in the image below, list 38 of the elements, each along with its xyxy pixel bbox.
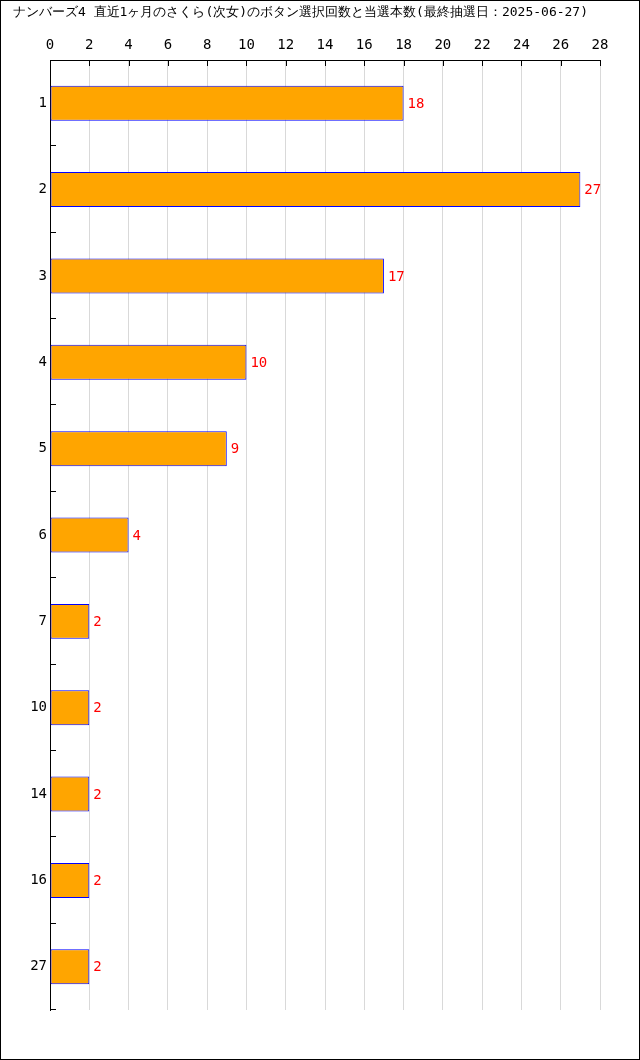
data-label: 2 bbox=[93, 699, 102, 716]
x-tick-label: 14 bbox=[316, 36, 334, 53]
y-tick-label: 4 bbox=[38, 352, 47, 369]
y-tick-label: 1 bbox=[38, 93, 47, 110]
data-label: 9 bbox=[230, 440, 240, 457]
chart-title: ナンバーズ4 直近1ヶ月のさくら(次女)のボタン選択回数と当選本数(最終抽選日：2025-06-27) bbox=[12, 4, 589, 20]
x-tick-label: 28 bbox=[591, 36, 609, 53]
x-tick-label: 24 bbox=[513, 36, 530, 53]
data-label: 4 bbox=[132, 526, 142, 543]
x-tick-label: 0 bbox=[45, 36, 55, 53]
y-tick-label: 6 bbox=[38, 525, 47, 542]
x-tick-label: 10 bbox=[238, 36, 255, 53]
y-tick-label: 27 bbox=[30, 957, 47, 974]
x-tick-label: 6 bbox=[163, 36, 173, 53]
x-tick-label: 16 bbox=[355, 36, 373, 53]
y-tick-label: 16 bbox=[30, 871, 47, 888]
data-label: 2 bbox=[93, 785, 102, 802]
y-tick-label: 10 bbox=[30, 698, 47, 715]
x-tick-label: 26 bbox=[552, 36, 570, 53]
x-tick-label: 22 bbox=[473, 36, 491, 53]
data-label: 2 bbox=[93, 958, 102, 975]
data-label: 2 bbox=[93, 613, 102, 629]
data-label: 27 bbox=[584, 181, 602, 198]
data-label: 18 bbox=[407, 94, 425, 111]
y-tick-label: 2 bbox=[38, 180, 47, 197]
y-tick-label: 5 bbox=[38, 439, 47, 456]
x-tick-label: 18 bbox=[395, 36, 412, 53]
x-tick-label: 20 bbox=[434, 36, 452, 53]
x-tick-label: 2 bbox=[85, 36, 94, 53]
data-label: 2 bbox=[93, 872, 102, 889]
data-label: 17 bbox=[387, 267, 405, 284]
x-tick-label: 12 bbox=[277, 36, 295, 53]
y-tick-label: 7 bbox=[38, 612, 47, 628]
x-tick-label: 8 bbox=[202, 36, 212, 53]
x-tick-label: 4 bbox=[124, 36, 133, 53]
y-tick-label: 3 bbox=[38, 266, 47, 283]
y-tick-label: 14 bbox=[30, 784, 47, 801]
data-label: 10 bbox=[250, 353, 268, 370]
